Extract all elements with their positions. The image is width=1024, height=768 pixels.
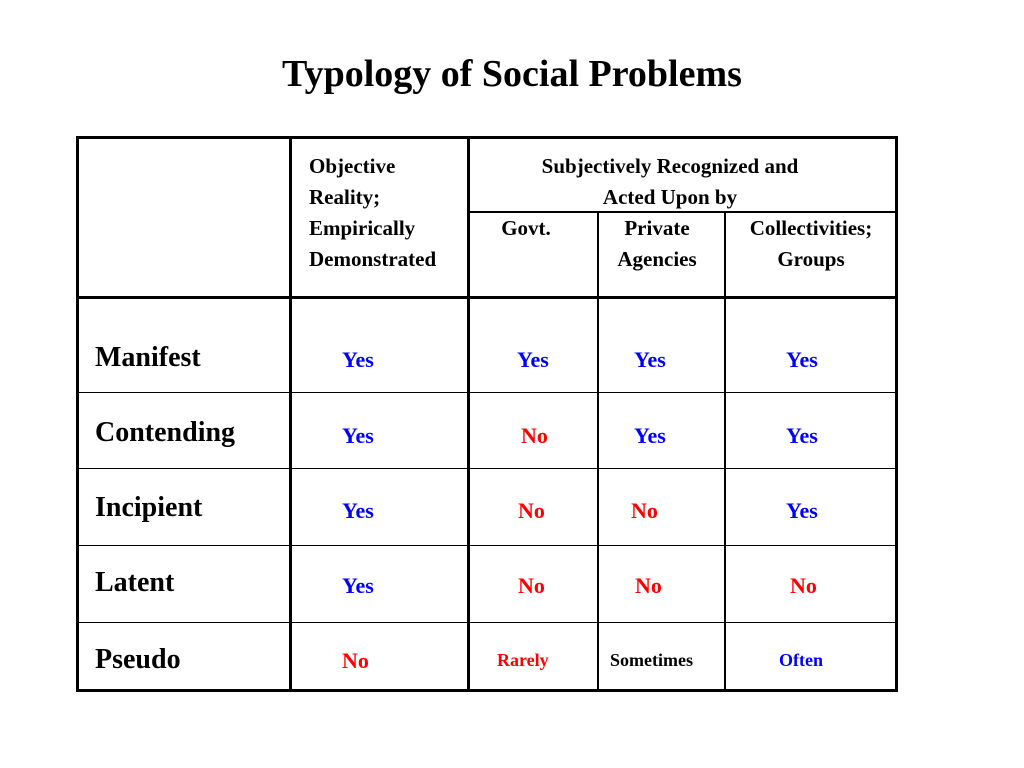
col-divider	[289, 136, 292, 692]
cell-value: Yes	[342, 423, 374, 448]
cell-value: Yes	[634, 347, 666, 372]
cell-value: Yes	[342, 573, 374, 598]
cell-value: No	[518, 498, 545, 523]
cell-value: Rarely	[497, 650, 549, 670]
table-right-border	[895, 136, 898, 692]
table-top-border	[76, 136, 898, 139]
cell-value: No	[518, 573, 545, 598]
cell-value: No	[521, 423, 548, 448]
cell-value: Yes	[342, 347, 374, 372]
header-subjective-group: Subjectively Recognized and Acted Upon b…	[541, 154, 799, 209]
cell-value: Often	[779, 650, 823, 670]
col-divider	[724, 211, 726, 692]
cell-value: Yes	[786, 347, 818, 372]
row-divider	[76, 622, 898, 623]
subheader-divider	[469, 211, 898, 213]
header-objective: Objective Reality; Empirically Demonstra…	[309, 154, 437, 271]
cell-value: No	[631, 498, 658, 523]
row-label-incipient: Incipient	[95, 492, 203, 523]
row-divider	[76, 545, 898, 546]
header-collectivities: Collectivities; Groups	[749, 216, 873, 271]
cell-value: Yes	[342, 498, 374, 523]
table-left-border	[76, 136, 79, 692]
cell-value: No	[790, 573, 817, 598]
cell-value: No	[342, 648, 369, 673]
cell-value: Yes	[517, 347, 549, 372]
header-private: Private Agencies	[617, 216, 697, 271]
row-divider	[76, 392, 898, 393]
header-govt: Govt.	[501, 216, 551, 240]
col-divider	[597, 211, 599, 692]
cell-value: Yes	[634, 423, 666, 448]
row-label-contending: Contending	[95, 417, 236, 448]
cell-value: No	[635, 573, 662, 598]
col-divider	[467, 136, 470, 692]
page-title: Typology of Social Problems	[282, 53, 742, 95]
cell-value: Yes	[786, 423, 818, 448]
row-label-latent: Latent	[95, 567, 175, 598]
cell-value: Sometimes	[610, 650, 693, 670]
header-bottom-border	[76, 296, 898, 299]
row-label-manifest: Manifest	[95, 342, 201, 373]
row-label-pseudo: Pseudo	[95, 644, 181, 675]
table-bottom-border	[76, 689, 898, 692]
row-divider	[76, 468, 898, 469]
cell-value: Yes	[786, 498, 818, 523]
